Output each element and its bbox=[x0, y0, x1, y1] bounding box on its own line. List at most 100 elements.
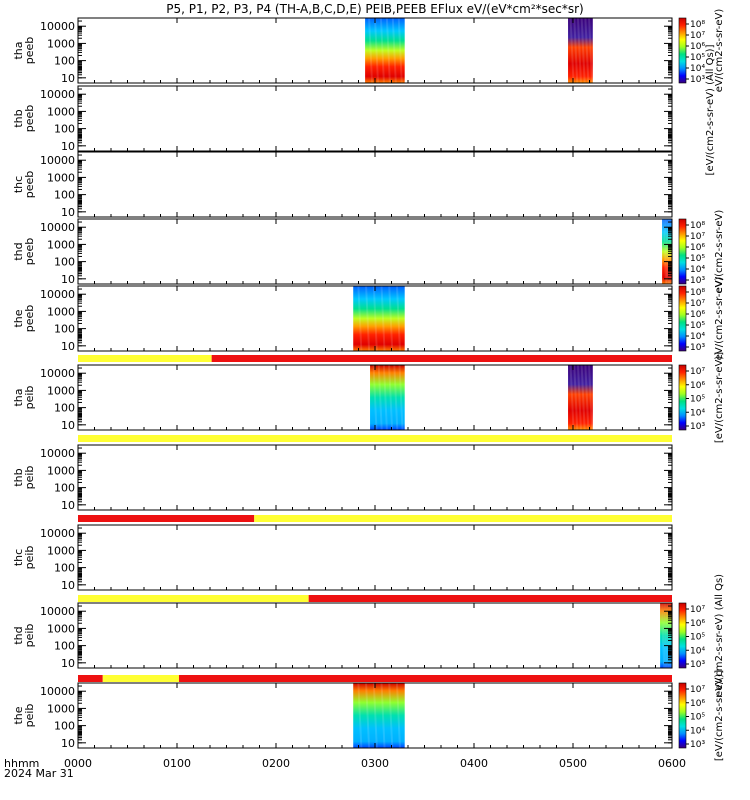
y-tick-label: 1000 bbox=[47, 622, 75, 635]
panel-stack: 10100100010000thapeeb10100100010000thbpe… bbox=[12, 17, 675, 750]
time-axis-label: hhmm bbox=[4, 757, 39, 770]
panel-frame bbox=[77, 602, 673, 669]
panel-frame bbox=[77, 524, 673, 591]
panel-probe-label: thd bbox=[12, 242, 25, 260]
flux-block bbox=[353, 683, 405, 748]
y-tick-label: 1000 bbox=[47, 171, 75, 184]
y-tick-label: 10000 bbox=[40, 20, 75, 33]
y-tick-label: 10 bbox=[61, 72, 75, 85]
y-tick-label: 1000 bbox=[47, 238, 75, 251]
panel-product-label: peeb bbox=[23, 238, 36, 266]
y-tick-label: 100 bbox=[54, 482, 75, 495]
y-tick-label: 10000 bbox=[40, 367, 75, 380]
colorbar-tick-label: 10³ bbox=[690, 660, 705, 670]
y-tick-label: 1000 bbox=[47, 305, 75, 318]
panel-product-label: peib bbox=[23, 624, 36, 648]
y-tick-label: 10000 bbox=[40, 447, 75, 460]
colorbar-tick-label: 10⁷ bbox=[690, 605, 705, 615]
data-quality-flag-bars bbox=[78, 355, 673, 682]
flux-texture bbox=[569, 17, 575, 84]
flag-segment bbox=[78, 595, 309, 602]
flux-texture bbox=[584, 17, 590, 84]
x-tick-label: 0300 bbox=[361, 757, 389, 770]
y-tick-label: 10 bbox=[61, 499, 75, 512]
colorbar-tick-label: 10⁴ bbox=[690, 726, 705, 736]
y-tick-label: 100 bbox=[54, 323, 75, 336]
colorbar-tick-label: 10⁴ bbox=[690, 408, 705, 418]
flux-texture bbox=[377, 364, 383, 431]
colorbar-tick-label: 10⁵ bbox=[690, 633, 705, 643]
colorbar-cb10: 10⁷ 10⁶ 10⁵ 10⁴ 10³ [eV/(cm2-s-sr-eV)] bbox=[678, 670, 725, 761]
figure-title: P5, P1, P2, P3, P4 (TH-A,B,C,D,E) PEIB,P… bbox=[166, 2, 583, 16]
panel-frame bbox=[77, 218, 673, 285]
colorbar-title: eV/(cm2-s-sr-eV) bbox=[714, 277, 725, 361]
colorbar-tick-label: 10⁵ bbox=[690, 53, 705, 63]
panel-product-label: peib bbox=[23, 386, 36, 410]
panel-frame bbox=[77, 85, 673, 152]
colorbar-title: eV/(cm2-s-sr-eV) (All Qs) bbox=[714, 574, 725, 697]
y-tick-label: 100 bbox=[54, 256, 75, 269]
flux-texture bbox=[573, 17, 579, 84]
colorbar-tick-label: 10⁶ bbox=[690, 243, 705, 253]
flag-segment bbox=[254, 515, 672, 522]
colorbar-scale bbox=[678, 364, 687, 431]
y-tick-label: 1000 bbox=[47, 702, 75, 715]
panel-frame bbox=[77, 444, 673, 511]
flux-texture bbox=[391, 17, 397, 84]
colorbar-title: eV/(cm2-s-sr-eV) bbox=[714, 9, 725, 93]
flag-segment bbox=[308, 595, 672, 602]
flux-texture bbox=[662, 218, 668, 285]
flux-texture bbox=[372, 682, 378, 749]
x-tick-label: 0000 bbox=[64, 757, 92, 770]
colorbar-tick-label: 10⁴ bbox=[690, 332, 705, 342]
flag-bar-4 bbox=[78, 595, 672, 602]
date-label: 2024 Mar 31 bbox=[4, 767, 74, 780]
colorbar-tick-label: 10³ bbox=[690, 343, 705, 353]
y-tick-label: 1000 bbox=[47, 105, 75, 118]
colorbar-tick-label: 10⁶ bbox=[690, 699, 705, 709]
colorbar-title: [eV/(cm2-s-sr-eV)] bbox=[714, 352, 725, 443]
flag-segment bbox=[178, 675, 673, 682]
colorbar-tick-label: 10⁶ bbox=[690, 310, 705, 320]
y-tick-label: 10000 bbox=[40, 527, 75, 540]
y-tick-label: 100 bbox=[54, 189, 75, 202]
colorbar-tick-label: 10⁷ bbox=[690, 31, 705, 41]
y-tick-label: 100 bbox=[54, 720, 75, 733]
panel-product-label: peib bbox=[23, 466, 36, 490]
flag-bar-1 bbox=[78, 355, 672, 362]
y-tick-label: 10 bbox=[61, 206, 75, 219]
panel-probe-label: thc bbox=[12, 176, 25, 193]
colorbar-scale bbox=[678, 218, 687, 285]
colorbar-scale bbox=[678, 285, 687, 352]
flux-texture bbox=[382, 364, 388, 431]
panel-product-label: peeb bbox=[23, 305, 36, 333]
flag-segment bbox=[78, 355, 212, 362]
flux-texture bbox=[588, 17, 594, 84]
flux-block bbox=[568, 365, 593, 430]
panel-probe-label: the bbox=[12, 309, 25, 327]
x-tick-label: 0600 bbox=[658, 757, 686, 770]
flux-texture bbox=[660, 602, 666, 669]
colorbar-title: eV/(cm2-s-sr-eV) bbox=[714, 210, 725, 294]
colorbar-tick-label: 10⁸ bbox=[690, 288, 705, 298]
x-tick-label: 0400 bbox=[460, 757, 488, 770]
flux-texture bbox=[662, 602, 668, 669]
flag-segment bbox=[78, 515, 255, 522]
flux-texture bbox=[663, 218, 669, 285]
y-tick-label: 100 bbox=[54, 640, 75, 653]
flux-texture bbox=[397, 17, 403, 84]
flux-block bbox=[660, 603, 672, 668]
y-tick-label: 100 bbox=[54, 562, 75, 575]
flux-texture bbox=[588, 364, 594, 431]
colorbar-tick-label: 10⁵ bbox=[690, 321, 705, 331]
colorbar-scale bbox=[678, 602, 687, 669]
